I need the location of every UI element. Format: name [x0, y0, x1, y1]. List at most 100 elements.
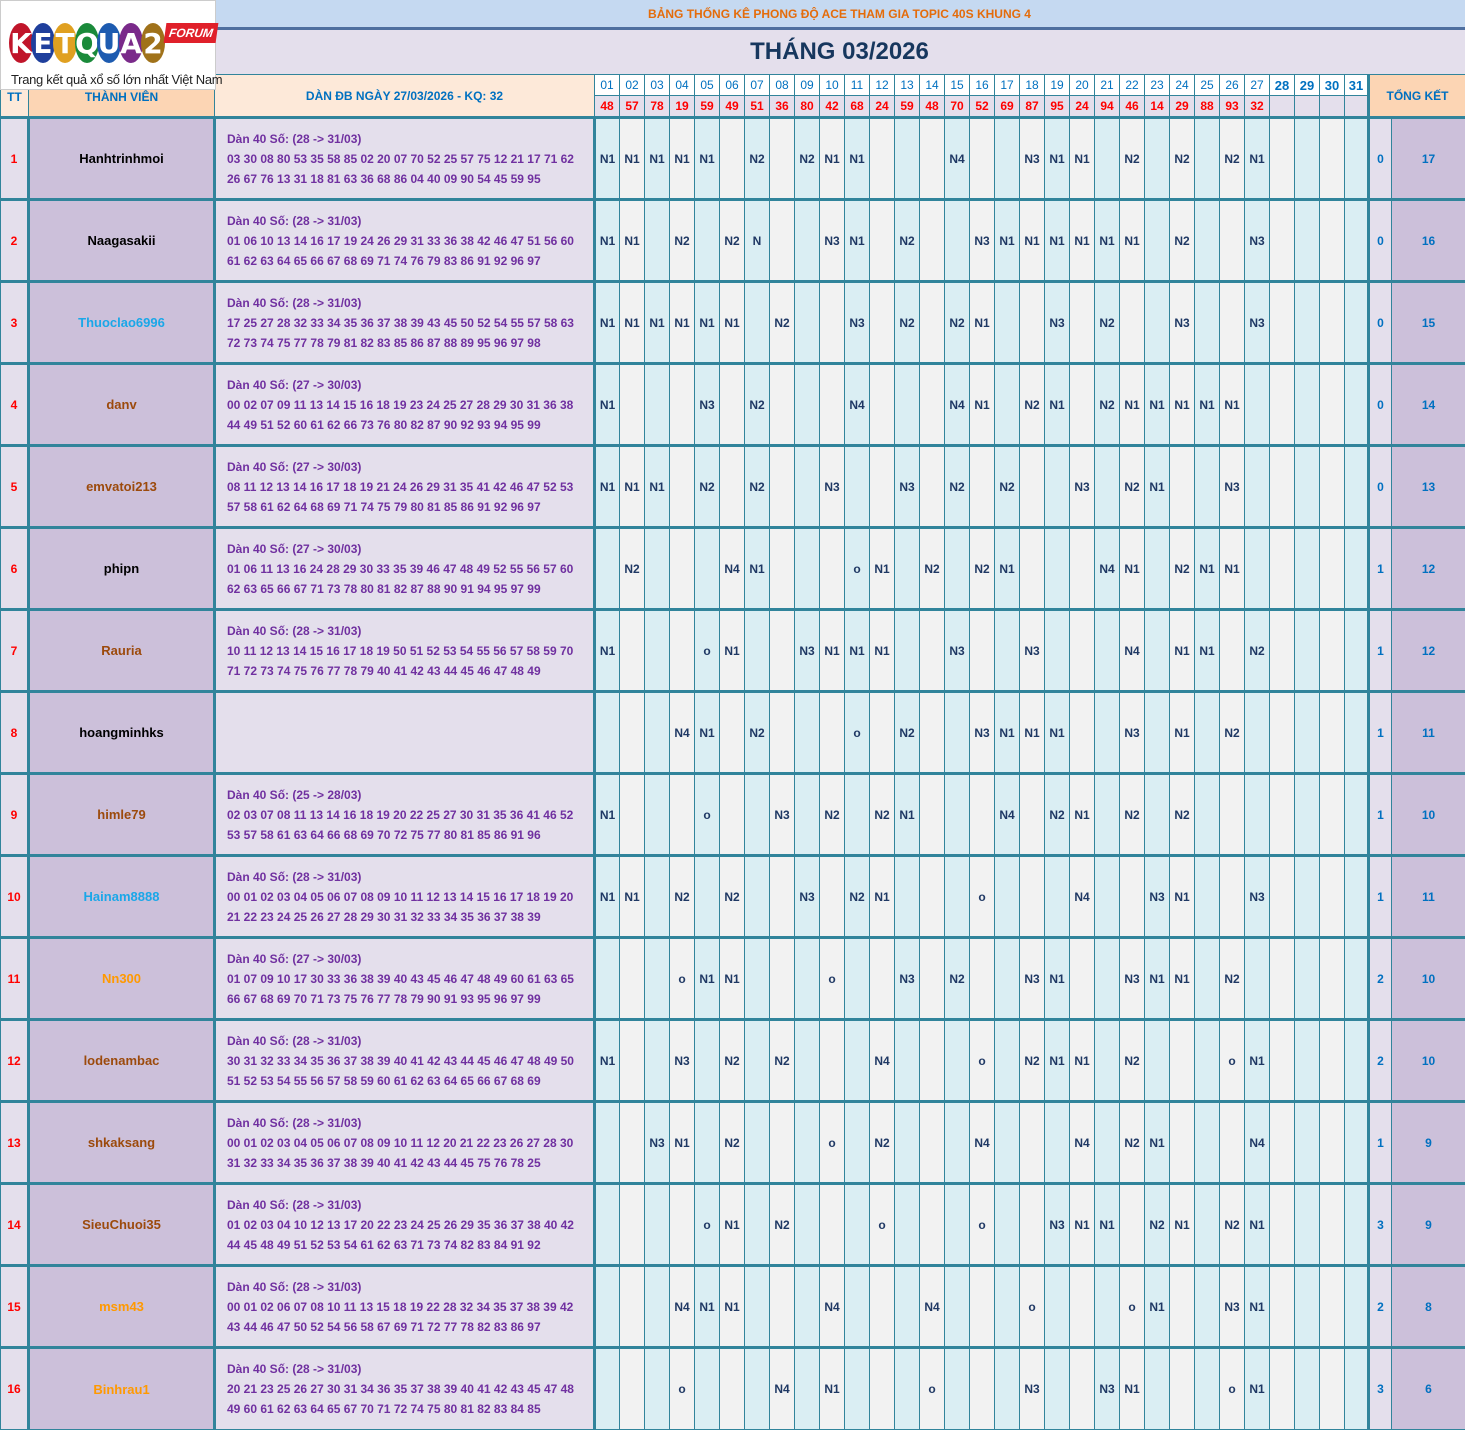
day-mark: N1 — [1119, 362, 1145, 446]
day-mark — [1069, 608, 1095, 692]
day-mark — [844, 1346, 870, 1430]
day-mark — [1319, 608, 1345, 692]
day-mark — [1069, 1264, 1095, 1348]
dan-title: Dàn 40 Số: (28 -> 31/03) — [227, 295, 362, 310]
day-mark — [744, 280, 770, 364]
day-mark — [1169, 444, 1195, 528]
day-mark: N4 — [994, 772, 1020, 856]
day-mark: N1 — [1244, 1346, 1270, 1430]
day-mark: N2 — [1044, 772, 1070, 856]
day-mark: N3 — [794, 854, 820, 938]
member-name: hoangminhks — [27, 690, 216, 774]
day-mark — [794, 772, 820, 856]
member-name: shkaksang — [27, 1100, 216, 1184]
day-mark — [769, 116, 795, 200]
day-mark — [1219, 1100, 1245, 1184]
day-mark — [894, 362, 920, 446]
day-mark — [819, 1182, 845, 1266]
day-mark: N1 — [894, 772, 920, 856]
day-mark: N1 — [694, 1264, 720, 1348]
day-mark — [1144, 608, 1170, 692]
day-mark: N3 — [894, 936, 920, 1020]
day-mark: N1 — [1119, 198, 1145, 282]
day-mark — [1119, 854, 1145, 938]
day-mark: N1 — [1044, 690, 1070, 774]
day-mark — [1319, 362, 1345, 446]
day-mark — [669, 362, 695, 446]
day-mark — [994, 1100, 1020, 1184]
miss-count: 3 — [1367, 1346, 1392, 1430]
day-mark — [819, 854, 845, 938]
day-mark — [1319, 1182, 1345, 1266]
miss-count: 0 — [1367, 116, 1392, 200]
day-mark — [1069, 690, 1095, 774]
day-mark — [594, 1264, 620, 1348]
day-mark: o — [819, 936, 845, 1020]
day-mark — [1319, 198, 1345, 282]
day-mark — [594, 1346, 620, 1430]
day-mark — [619, 1346, 645, 1430]
day-mark — [644, 1346, 670, 1430]
day-mark — [1144, 690, 1170, 774]
day-mark: N2 — [1169, 526, 1195, 610]
dan-line2: 57 58 61 62 64 68 69 71 74 75 79 80 81 8… — [227, 499, 541, 514]
day-mark — [769, 1100, 795, 1184]
day-mark — [944, 1346, 970, 1430]
day-mark — [1344, 690, 1369, 774]
day-mark — [594, 1100, 620, 1184]
day-mark: N1 — [1144, 1100, 1170, 1184]
dan-numbers: Dàn 40 Số: (28 -> 31/03) 00 01 02 06 07 0… — [214, 1264, 596, 1348]
member-name: msm43 — [27, 1264, 216, 1348]
row-number: 15 — [0, 1264, 29, 1348]
day-header: 31 — [1344, 74, 1369, 96]
day-mark — [894, 1018, 920, 1102]
day-mark — [1194, 690, 1220, 774]
day-result — [1269, 95, 1295, 118]
day-mark: N2 — [919, 526, 945, 610]
day-mark: N2 — [719, 1100, 745, 1184]
day-mark: N2 — [994, 444, 1020, 528]
day-mark: N1 — [1144, 936, 1170, 1020]
day-header: 12 — [869, 74, 895, 96]
day-mark: N1 — [869, 608, 895, 692]
day-mark — [694, 1100, 720, 1184]
day-mark: N4 — [969, 1100, 995, 1184]
day-header: 08 — [769, 74, 795, 96]
day-mark — [1319, 854, 1345, 938]
day-header: 05 — [694, 74, 720, 96]
day-header: 16 — [969, 74, 995, 96]
day-header: 02 — [619, 74, 645, 96]
day-mark — [1269, 1100, 1295, 1184]
total-score: 11 — [1391, 690, 1465, 774]
day-mark: N1 — [1169, 690, 1195, 774]
day-mark — [1269, 198, 1295, 282]
day-header: 29 — [1294, 74, 1320, 96]
day-mark — [869, 936, 895, 1020]
day-mark: N3 — [1244, 280, 1270, 364]
day-mark: N1 — [1219, 362, 1245, 446]
day-mark — [594, 936, 620, 1020]
day-result: 59 — [694, 95, 720, 118]
dan-title: Dàn 40 Số: (28 -> 31/03) — [227, 1279, 362, 1294]
day-mark — [1069, 526, 1095, 610]
day-mark — [1344, 1182, 1369, 1266]
dan-line1: 30 31 32 33 34 35 36 37 38 39 40 41 42 4… — [227, 1053, 574, 1068]
day-mark — [1344, 526, 1369, 610]
member-name: Hainam8888 — [27, 854, 216, 938]
day-mark — [719, 690, 745, 774]
day-mark: N1 — [644, 116, 670, 200]
dan-numbers: Dàn 40 Số: (28 -> 31/03) 30 31 32 33 34 3… — [214, 1018, 596, 1102]
day-mark — [1044, 444, 1070, 528]
day-mark — [1344, 608, 1369, 692]
day-mark — [769, 526, 795, 610]
day-result: 14 — [1144, 95, 1170, 118]
dan-line1: 02 03 07 08 11 13 14 16 18 19 20 22 25 2… — [227, 807, 574, 822]
day-mark — [944, 1100, 970, 1184]
day-mark: N1 — [1144, 362, 1170, 446]
day-mark — [1094, 1018, 1120, 1102]
day-mark — [1044, 1100, 1070, 1184]
day-mark: N4 — [944, 116, 970, 200]
day-mark — [1094, 690, 1120, 774]
day-result: 49 — [719, 95, 745, 118]
day-mark — [1019, 444, 1045, 528]
